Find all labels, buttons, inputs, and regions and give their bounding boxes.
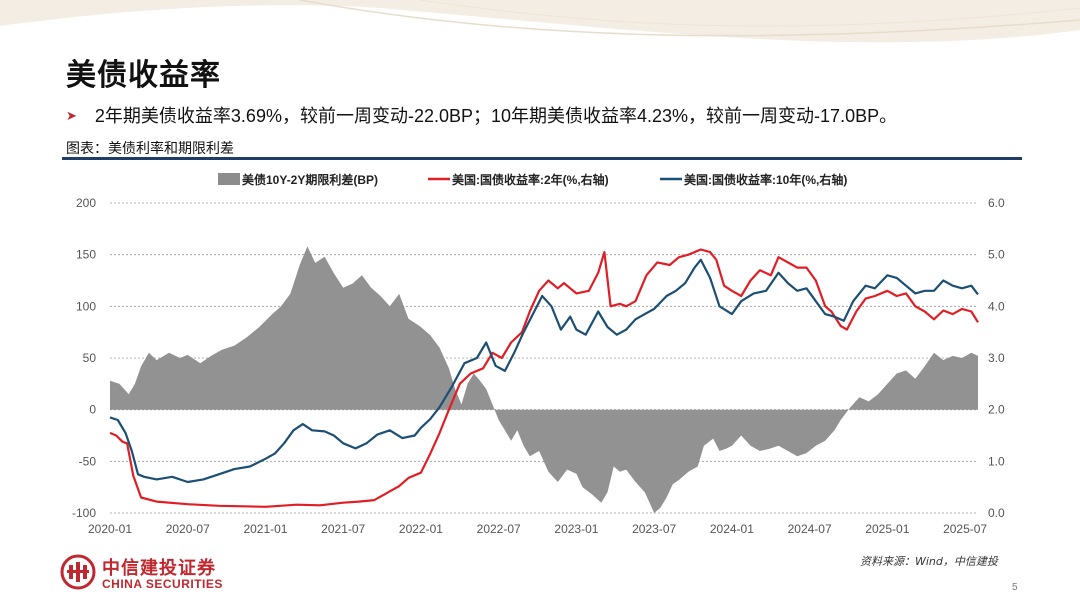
y-right-tick-label: 0.0 [988, 506, 1005, 520]
spread-area-layer [110, 246, 978, 513]
yield-10y-line [109, 258, 979, 484]
y-left-tick-label: 150 [76, 248, 96, 262]
legend-label: 美债10Y-2Y期限利差(BP) [242, 172, 378, 187]
x-tick-label: 2022-01 [399, 522, 443, 536]
china-securities-logo: 中信建投证券 CHINA SECURITIES [60, 552, 260, 592]
y-right-tick-label: 4.0 [988, 299, 1005, 313]
chart-caption: 图表：美债利率和期限利差 [66, 141, 234, 157]
summary-text: 2年期美债收益率3.69%，较前一周变动-22.0BP；10年期美债收益率4.2… [94, 106, 898, 126]
x-tick-label: 2021-01 [243, 522, 287, 536]
y-right-tick-label: 6.0 [988, 196, 1005, 210]
logo-text-en: CHINA SECURITIES [102, 577, 223, 591]
legend-swatch-spread [218, 173, 240, 185]
yield-lines-layer [109, 248, 979, 508]
summary-bullet: ➤ 2年期美债收益率3.69%，较前一周变动-22.0BP；10年期美债收益率4.… [66, 102, 897, 128]
yield-spread-chart: 200 150 100 50 0 -50 -100 6.0 5.0 4.0 3.0 2.0 1.0 0.0… [72, 172, 1005, 536]
page-title: 美债收益率 [66, 59, 221, 92]
y-left-tick-label: 200 [76, 196, 96, 210]
y-left-tick-label: -50 [79, 454, 97, 468]
x-tick-label: 2023-01 [554, 522, 598, 536]
y-left-tick-label: -100 [72, 506, 96, 520]
bullet-arrow-icon: ➤ [66, 108, 77, 123]
caption-divider [62, 157, 1022, 160]
chart-axes: 200 150 100 50 0 -50 -100 6.0 5.0 4.0 3.0 2.0 1.0 0.0… [72, 196, 1005, 536]
yield-2y-line [109, 248, 979, 508]
y-left-tick-label: 0 [89, 403, 96, 417]
x-tick-label: 2024-07 [788, 522, 832, 536]
x-tick-label: 2024-01 [710, 522, 754, 536]
x-tick-label: 2020-07 [166, 522, 210, 536]
x-tick-label: 2020-01 [88, 522, 132, 536]
data-source-note: 资料来源：Wind，中信建投 [860, 555, 998, 568]
y-right-tick-label: 3.0 [988, 351, 1005, 365]
page-number: 5 [1012, 582, 1018, 593]
x-tick-label: 2025-07 [943, 522, 987, 536]
x-tick-label: 2023-07 [632, 522, 676, 536]
y-right-tick-label: 1.0 [988, 454, 1005, 468]
x-tick-label: 2022-07 [477, 522, 521, 536]
y-right-tick-label: 2.0 [988, 403, 1005, 417]
logo-text-cn: 中信建投证券 [102, 558, 216, 579]
x-tick-label: 2025-01 [865, 522, 909, 536]
legend-label: 美国:国债收益率:2年(%,右轴) [452, 172, 609, 187]
spread-area-series [110, 246, 978, 513]
x-tick-label: 2021-07 [321, 522, 365, 536]
logo-emblem-icon [60, 554, 96, 590]
y-left-tick-label: 100 [76, 299, 96, 313]
y-left-tick-label: 50 [83, 351, 97, 365]
y-right-tick-label: 5.0 [988, 248, 1005, 262]
chart-legend: 美债10Y-2Y期限利差(BP) 美国:国债收益率:2年(%,右轴) 美国:国债收益… [218, 172, 847, 187]
legend-label: 美国:国债收益率:10年(%,右轴) [684, 172, 847, 187]
